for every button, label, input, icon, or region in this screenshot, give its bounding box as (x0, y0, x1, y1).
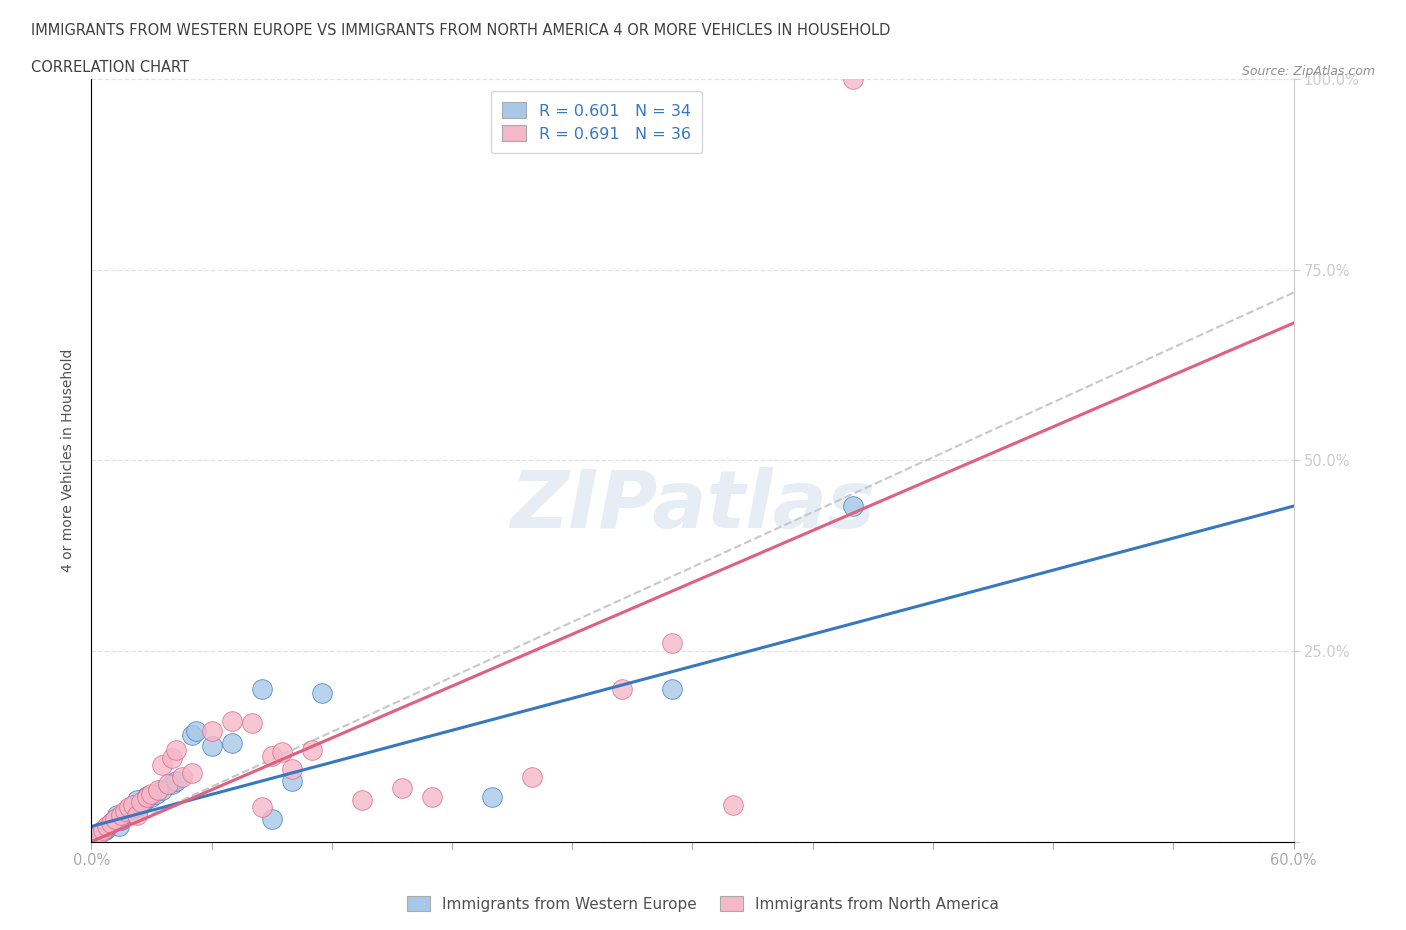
Point (612, 682, 634, 697)
Point (90, 825, 112, 840)
Point (104, 811, 127, 826)
Text: ZIPatlas: ZIPatlas (510, 467, 875, 545)
Point (141, 790, 163, 804)
Point (661, 682, 683, 697)
Point (96, 820, 118, 835)
Point (160, 777, 183, 792)
Point (112, 810, 135, 825)
Point (201, 724, 224, 738)
Point (107, 807, 129, 822)
Point (270, 744, 292, 759)
Point (122, 805, 145, 820)
Point (522, 769, 544, 784)
Point (170, 769, 193, 784)
Point (721, 798, 744, 813)
Text: CORRELATION CHART: CORRELATION CHART (31, 60, 188, 75)
Point (221, 713, 243, 728)
Point (180, 727, 202, 742)
Point (127, 807, 149, 822)
Y-axis label: 4 or more Vehicles in Household: 4 or more Vehicles in Household (62, 349, 76, 572)
Point (108, 819, 131, 834)
Point (150, 758, 173, 773)
Point (110, 807, 132, 822)
Point (160, 751, 183, 765)
Point (301, 743, 323, 758)
Legend: R = 0.601   N = 34, R = 0.691   N = 36: R = 0.601 N = 34, R = 0.691 N = 36 (491, 91, 702, 153)
Point (311, 685, 333, 700)
Point (250, 800, 273, 815)
Point (134, 792, 156, 807)
Point (118, 800, 141, 815)
Point (127, 792, 149, 807)
Point (136, 789, 159, 804)
Point (201, 738, 224, 753)
Point (281, 762, 304, 777)
Legend: Immigrants from Western Europe, Immigrants from North America: Immigrants from Western Europe, Immigran… (401, 889, 1005, 918)
Point (89, 827, 111, 842)
Point (165, 743, 187, 758)
Point (841, 72, 863, 86)
Point (391, 781, 413, 796)
Point (94, 823, 117, 838)
Point (131, 798, 153, 813)
Point (117, 805, 139, 820)
Point (420, 790, 443, 804)
Point (240, 716, 263, 731)
Point (281, 773, 304, 788)
Point (221, 735, 243, 750)
Point (260, 811, 283, 826)
Point (93, 823, 115, 838)
Point (841, 498, 863, 513)
Point (121, 803, 143, 817)
Point (100, 815, 122, 830)
Point (184, 724, 207, 738)
Point (250, 682, 273, 697)
Point (96, 819, 118, 834)
Point (136, 790, 159, 804)
Text: IMMIGRANTS FROM WESTERN EUROPE VS IMMIGRANTS FROM NORTH AMERICA 4 OR MORE VEHICL: IMMIGRANTS FROM WESTERN EUROPE VS IMMIGR… (31, 23, 890, 38)
Point (98, 817, 121, 832)
Point (661, 636, 683, 651)
Point (260, 749, 283, 764)
Point (131, 794, 153, 809)
Point (122, 798, 145, 813)
Point (100, 815, 122, 830)
Point (481, 790, 503, 804)
Text: Source: ZipAtlas.com: Source: ZipAtlas.com (1241, 65, 1375, 78)
Point (110, 813, 132, 828)
Point (156, 777, 179, 792)
Point (165, 773, 187, 788)
Point (150, 782, 173, 797)
Point (104, 811, 127, 826)
Point (146, 782, 169, 797)
Point (141, 787, 163, 802)
Point (145, 787, 167, 802)
Point (124, 800, 146, 815)
Point (114, 804, 136, 818)
Point (350, 792, 373, 807)
Point (180, 765, 202, 780)
